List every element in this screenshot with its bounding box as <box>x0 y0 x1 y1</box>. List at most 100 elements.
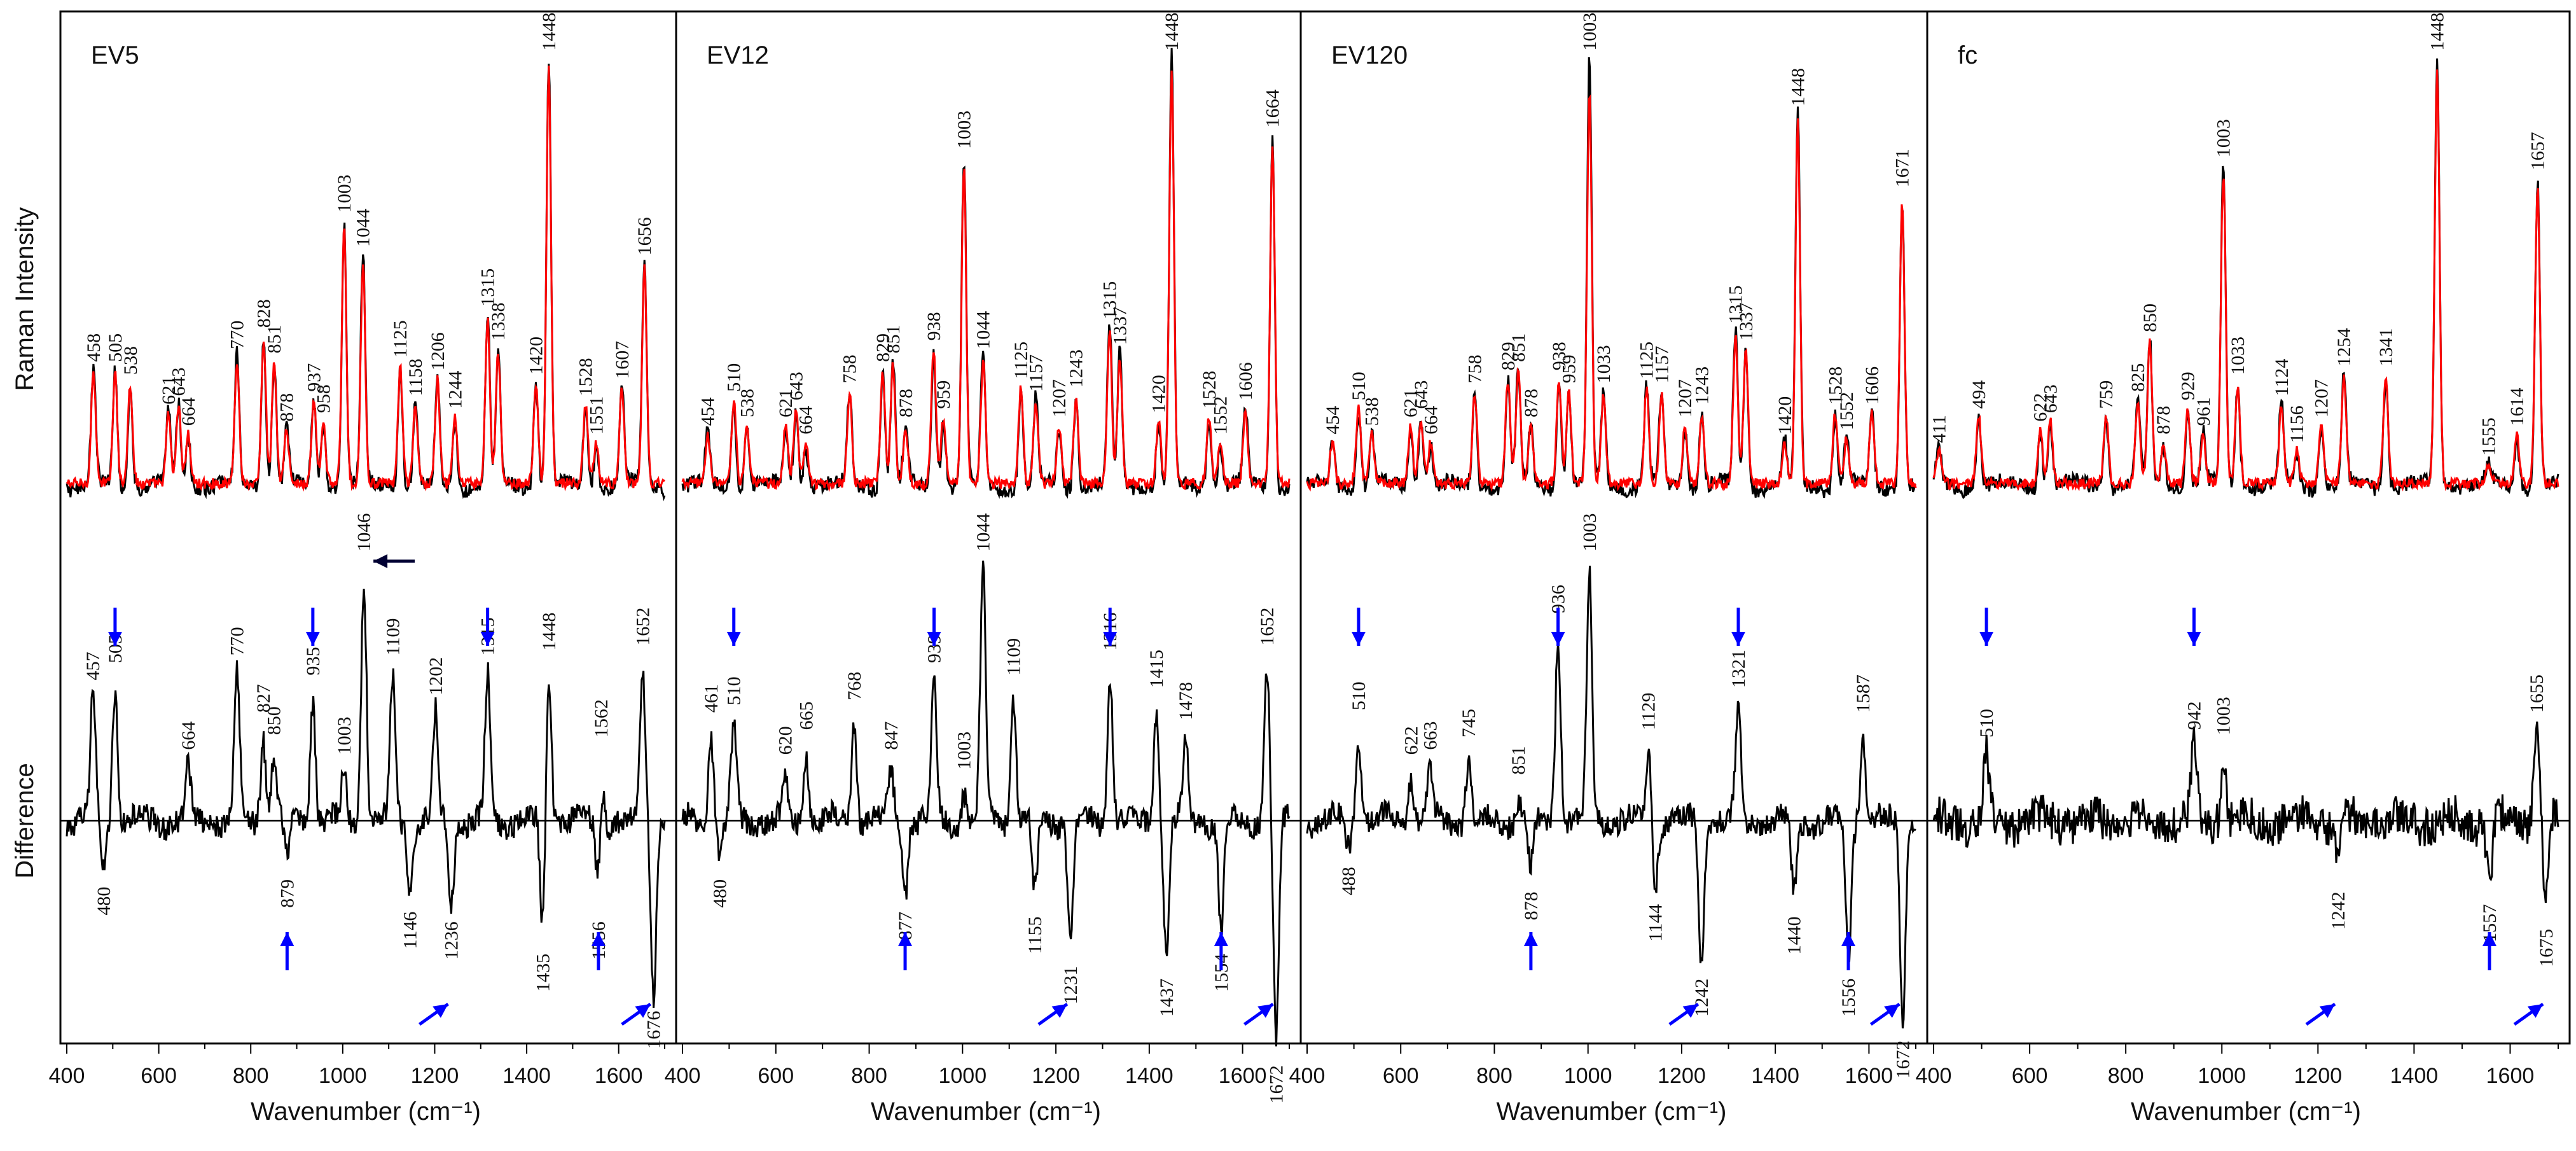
peak-label: 1003 <box>2213 119 2234 157</box>
x-axis: 400 600 800 1000 1200 1400 1600 Wavenumber (cm⁻… <box>1289 1043 1916 1126</box>
difference-peak-label: 1144 <box>1645 904 1666 942</box>
arrow-icon <box>1037 1002 1069 1026</box>
arrow-icon <box>280 932 294 970</box>
arrow-icon <box>621 1002 652 1026</box>
peak-label: 937 <box>303 363 324 392</box>
difference-peak-label: 1003 <box>954 732 975 770</box>
difference-peak-label: 1440 <box>1784 916 1805 954</box>
difference-peak-label: 1415 <box>1146 650 1167 688</box>
difference-peak-label: 620 <box>775 726 796 755</box>
difference-peak-label: 1672 <box>1892 1040 1913 1078</box>
peak-label: 1003 <box>954 111 975 149</box>
arrow-icon <box>2187 608 2201 646</box>
peak-label: 1614 <box>2507 387 2528 426</box>
difference-peak-label: 1046 <box>354 513 375 552</box>
peak-label: 1664 <box>1263 89 1284 127</box>
x-tick-label: 400 <box>1916 1064 1952 1088</box>
peak-label: 454 <box>698 397 719 426</box>
difference-peak-label: 1675 <box>2536 929 2557 967</box>
peak-label: 1552 <box>1836 392 1857 430</box>
arrow-icon <box>726 608 741 646</box>
peak-label: 878 <box>277 393 298 422</box>
x-tick-label: 400 <box>1289 1064 1326 1088</box>
peak-label: 664 <box>796 406 817 435</box>
peak-label: 878 <box>896 389 917 417</box>
peak-label: 494 <box>1969 380 1990 409</box>
x-tick-label: 1400 <box>1125 1064 1174 1088</box>
x-tick-label: 800 <box>2108 1064 2144 1088</box>
difference-peak-label: 878 <box>1521 891 1542 920</box>
difference-peak-label: 1202 <box>426 657 447 695</box>
peak-label: 1528 <box>1825 366 1846 405</box>
peak-label: 1528 <box>576 358 597 396</box>
peak-label: 878 <box>1521 389 1542 417</box>
difference-peak-label: 1562 <box>591 699 612 737</box>
x-tick-label: 1200 <box>2294 1064 2342 1088</box>
difference-peak-label: 1676 <box>644 1011 665 1049</box>
x-tick-label: 1600 <box>1219 1064 1267 1088</box>
difference-peak-label: 770 <box>227 627 248 655</box>
sample-spectrum-line <box>66 64 666 501</box>
difference-spectrum-line <box>1306 566 1916 1029</box>
peak-label: 1337 <box>1110 307 1131 345</box>
peak-label: 1420 <box>1149 375 1170 413</box>
peak-label: 510 <box>724 363 745 392</box>
difference-peak-label: 1321 <box>1728 650 1749 688</box>
difference-peak-label: 663 <box>1420 722 1441 750</box>
difference-peak-label: 1044 <box>973 513 994 552</box>
panel-title: EV120 <box>1331 41 1408 69</box>
difference-peak-label: 1109 <box>1003 638 1024 676</box>
peak-label: 1125 <box>390 320 411 358</box>
x-tick-label: 400 <box>665 1064 701 1088</box>
reference-spectrum-line <box>681 70 1291 492</box>
difference-peak-label: 510 <box>724 676 745 705</box>
peak-label: 938 <box>1549 342 1570 370</box>
peak-label: 1555 <box>2479 417 2500 456</box>
difference-peak-label: 1672 <box>1266 1065 1287 1103</box>
difference-peak-label: 1129 <box>1638 693 1659 730</box>
peak-label: 1158 <box>405 359 426 396</box>
arrow-icon <box>1523 932 1538 970</box>
difference-peak-label: 879 <box>277 879 298 908</box>
x-axis-label: Wavenumber (cm⁻¹) <box>1497 1098 1727 1126</box>
x-axis-label: Wavenumber (cm⁻¹) <box>2131 1098 2361 1126</box>
peak-label: 1243 <box>1692 366 1713 405</box>
y-axis-label-difference: Difference <box>11 763 39 879</box>
peak-label: 1552 <box>1210 396 1231 435</box>
peak-label: 538 <box>1362 397 1383 426</box>
peak-label: 1420 <box>526 337 547 375</box>
difference-peak-label: 1236 <box>441 921 462 959</box>
panel-ev12: EV12 400 600 800 1000 1200 1400 1600 Wavenumber … <box>665 13 1301 1126</box>
difference-peak-label: 1109 <box>383 618 404 656</box>
peak-label: 1033 <box>2227 337 2248 375</box>
x-tick-label: 1600 <box>1845 1064 1894 1088</box>
peak-label: 758 <box>840 354 861 383</box>
peak-label: 1125 <box>1637 342 1658 379</box>
arrow-icon <box>591 932 606 970</box>
arrow-icon <box>1731 608 1745 646</box>
peak-label: 621 <box>158 376 179 405</box>
peak-label: 958 <box>314 384 335 413</box>
panel-title: EV12 <box>707 41 769 69</box>
difference-peak-label: 1435 <box>532 954 553 992</box>
peak-label: 1337 <box>1736 302 1757 340</box>
peak-label: 959 <box>1559 354 1580 383</box>
difference-spectrum-line <box>1932 722 2559 903</box>
x-tick-label: 600 <box>2012 1064 2048 1088</box>
reference-spectrum-line <box>1306 94 1917 492</box>
peak-label: 1315 <box>478 269 499 307</box>
arrow-icon <box>898 932 913 970</box>
difference-peak-label: 850 <box>263 706 284 735</box>
peak-label: 621 <box>1401 389 1422 417</box>
arrow-icon <box>2305 1002 2336 1026</box>
peak-label: 622 <box>2030 393 2051 422</box>
peak-label: 878 <box>2153 406 2174 435</box>
peak-label: 938 <box>924 312 945 340</box>
difference-peak-label: 745 <box>1458 709 1479 737</box>
peak-label: 621 <box>775 389 796 417</box>
difference-peak-label: 827 <box>253 684 274 713</box>
difference-peak-label: 1242 <box>2328 891 2349 930</box>
peak-label: 929 <box>2178 372 2199 400</box>
peak-label: 1606 <box>1862 366 1883 405</box>
